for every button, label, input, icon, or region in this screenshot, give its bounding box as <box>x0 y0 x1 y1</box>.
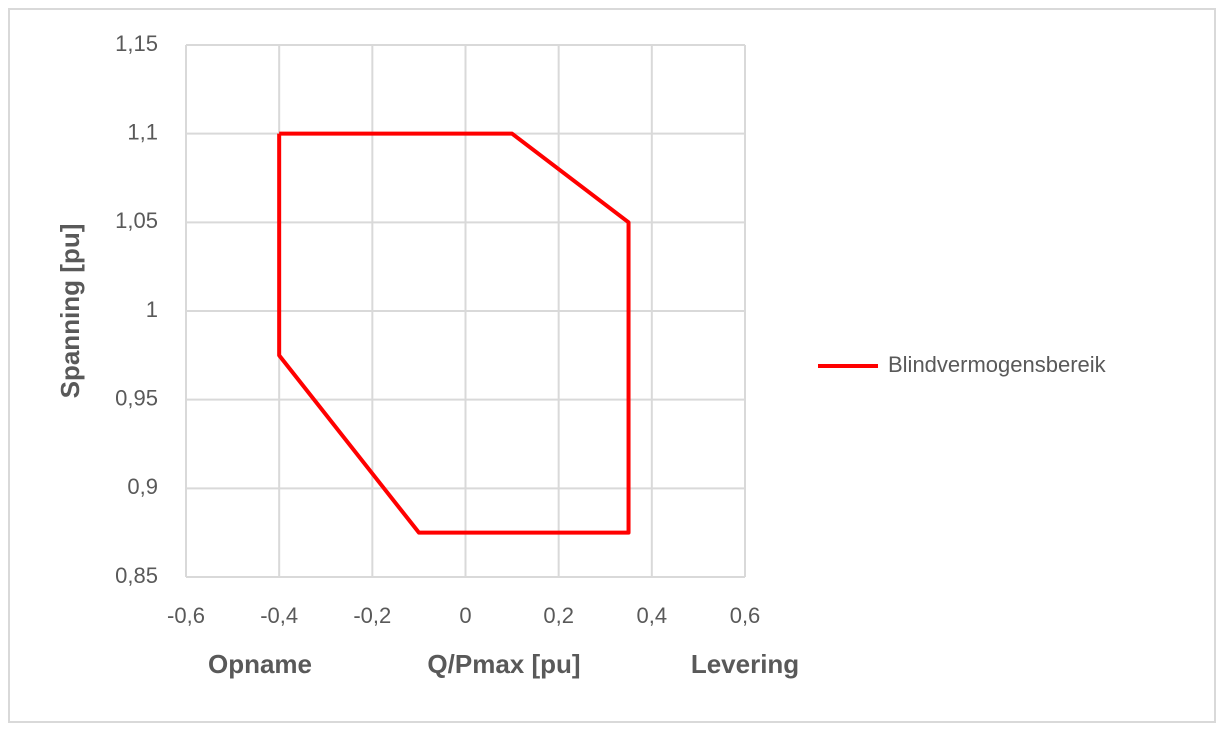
x-tick-label: -0,4 <box>260 603 298 628</box>
y-tick-label: 0,85 <box>115 563 158 588</box>
x-tick-label: 0,2 <box>543 603 574 628</box>
y-tick-label: 0,95 <box>115 385 158 410</box>
chart-border <box>8 8 1216 723</box>
x-axis-title: Q/Pmax [pu] <box>427 649 580 679</box>
x-tick-label: 0,6 <box>730 603 761 628</box>
x-right-annotation: Levering <box>691 649 799 679</box>
x-left-annotation: Opname <box>208 649 312 679</box>
legend-label: Blindvermogensbereik <box>888 352 1107 377</box>
y-axis-title: Spanning [pu] <box>55 224 85 399</box>
x-tick-label: 0 <box>459 603 471 628</box>
y-tick-label: 1,15 <box>115 31 158 56</box>
x-tick-label: -0,6 <box>167 603 205 628</box>
y-tick-label: 1 <box>146 297 158 322</box>
y-tick-label: 0,9 <box>127 474 158 499</box>
series-line <box>277 131 631 535</box>
y-tick-label: 1,05 <box>115 208 158 233</box>
x-tick-label: 0,4 <box>637 603 668 628</box>
y-tick-label: 1,1 <box>127 119 158 144</box>
x-tick-label: -0,2 <box>353 603 391 628</box>
